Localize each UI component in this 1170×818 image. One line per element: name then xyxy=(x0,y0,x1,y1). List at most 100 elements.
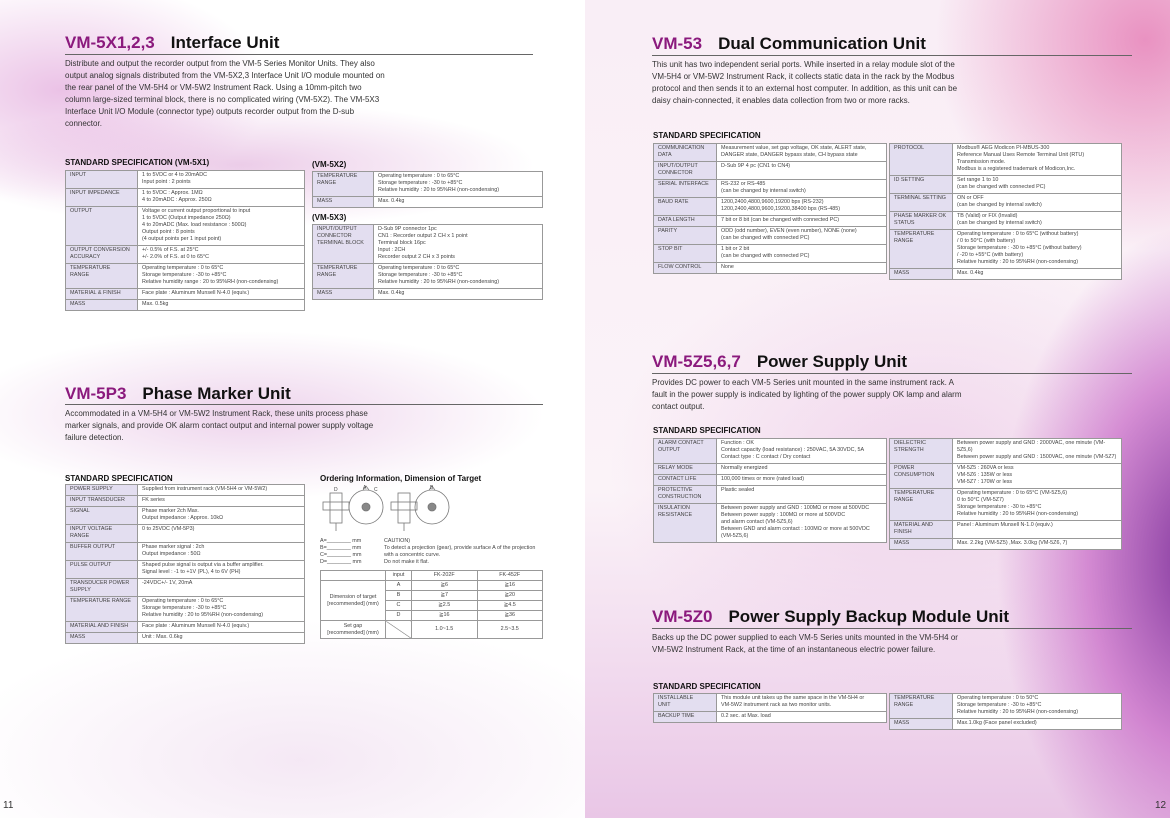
spec-row: MASS Unit : Max. 0.6kg xyxy=(65,632,305,644)
spec-value: Max. 0.4kg xyxy=(373,288,543,300)
spec-label: SIGNAL xyxy=(65,506,138,525)
spec-value: 100,000 times or more (rated load) xyxy=(716,474,887,486)
spec-row: MASS Max. 0.4kg xyxy=(312,288,543,300)
spec-table-vm53-left: COMMUNICATION DATA Measurement value, set… xyxy=(653,143,887,274)
header-cell: FK-452F xyxy=(476,570,543,581)
cell: ≧7 xyxy=(411,590,478,601)
set-gap-label: Set gap [recommended] (mm) xyxy=(320,620,386,639)
cell: ≧16 xyxy=(476,580,543,591)
spec-label: TEMPERATURE RANGE xyxy=(889,488,953,521)
divider xyxy=(652,628,1132,629)
diagonal-cell xyxy=(385,620,412,639)
spec-value: Plastic sealed xyxy=(716,485,887,504)
header-cell: input xyxy=(385,570,412,581)
spec-label: MASS xyxy=(312,196,374,208)
spec-row: INPUT VOLTAGE RANGE 0 to 25VDC (VM-5P3) xyxy=(65,524,305,543)
vm5p3-description: Accommodated in a VM-5H4 or VM-5W2 Instr… xyxy=(65,409,374,442)
spec-value: D-Sub 9P 4 pc (CN1 to CN4) xyxy=(716,161,887,180)
spec-value: +/- 0.5% of F.S. at 25°C +/- 2.0% of F.S… xyxy=(137,245,305,264)
vm5z5-description: Provides DC power to each VM-5 Series un… xyxy=(652,378,962,411)
title-text: Dual Communication Unit xyxy=(718,34,926,53)
cell: ≧20 xyxy=(476,590,543,601)
spec-label: INPUT/OUTPUT CONNECTOR TERMINAL BLOCK xyxy=(312,224,374,264)
spec-row: TEMPERATURE RANGE Operating temperature :… xyxy=(65,596,305,622)
spec-label: TEMPERATURE RANGE xyxy=(889,693,953,719)
spec-row: CONTACT LIFE 100,000 times or more (rated… xyxy=(653,474,887,486)
ordering-header-row: input FK-202F FK-452F xyxy=(320,570,543,581)
spec-label: TEMPERATURE RANGE xyxy=(312,263,374,289)
spec-row: MATERIAL AND FINISH Panel : Aluminum Muns… xyxy=(889,520,1122,539)
spec-row: PROTOCOL Modbus® AEG Modicon PI-MBUS-300 … xyxy=(889,143,1122,176)
spec-value: Normally energized xyxy=(716,463,887,475)
spec-row: PULSE OUTPUT Shaped pulse signal is outpu… xyxy=(65,560,305,579)
vm5p3-title: VM-5P3 Phase Marker Unit xyxy=(65,384,291,404)
caution-note: CAUTION) To detect a projection (gear), … xyxy=(384,538,536,565)
spec-label: INPUT TRANSDUCER xyxy=(65,495,138,507)
cell: D xyxy=(385,610,412,621)
title-text: Power Supply Backup Module Unit xyxy=(728,607,1009,626)
spec-value: 1200,2400,4800,9600,19200 bps (RS-232) 1… xyxy=(716,197,887,216)
spec-value: Phase marker 2ch Max. Output impedance :… xyxy=(137,506,305,525)
spec-row: INSTALLABLE UNIT This module unit takes u… xyxy=(653,693,887,712)
left-page: VM-5X1,2,3 Interface Unit Distribute and … xyxy=(0,0,585,818)
spec-value: Operating temperature : 0 to 65°C Storag… xyxy=(137,596,305,622)
spec-label: ALARM CONTACT OUTPUT xyxy=(653,438,717,464)
spec-label: BACKUP TIME xyxy=(653,711,717,723)
spec-value: Set range 1 to 10 (can be changed with c… xyxy=(952,175,1122,194)
spec-label: MASS xyxy=(312,288,374,300)
spec-row: INPUT/OUTPUT CONNECTOR D-Sub 9P 4 pc (CN1… xyxy=(653,161,887,180)
spec-row: INSULATION RESISTANCE Between power suppl… xyxy=(653,503,887,543)
spec-heading: (VM-5X2) xyxy=(312,160,347,169)
spec-value: Shaped pulse signal is output via a buff… xyxy=(137,560,305,579)
spec-row: ALARM CONTACT OUTPUT Function : OK Contac… xyxy=(653,438,887,464)
spec-row: INPUT 1 to 5VDC or 4 to 20mADC Input poin… xyxy=(65,170,305,189)
spec-value: Modbus® AEG Modicon PI-MBUS-300 Referenc… xyxy=(952,143,1122,176)
spec-table-vm5z5-left: ALARM CONTACT OUTPUT Function : OK Contac… xyxy=(653,438,887,543)
spec-value: TB (Valid) or FIX (Invalid) (can be chan… xyxy=(952,211,1122,230)
spec-row: OUTPUT Voltage or current output proporti… xyxy=(65,206,305,246)
spec-row: BAUD RATE 1200,2400,4800,9600,19200 bps (… xyxy=(653,197,887,216)
spec-row: DATA LENGTH 7 bit or 8 bit (can be change… xyxy=(653,215,887,227)
spec-heading: STANDARD SPECIFICATION xyxy=(653,426,761,435)
spec-value: Face plate : Aluminum Munsell N-4.0 (equ… xyxy=(137,621,305,633)
spec-row: TEMPERATURE RANGE Operating temperature :… xyxy=(889,229,1122,269)
cell: ≧36 xyxy=(476,610,543,621)
spec-row: COMMUNICATION DATA Measurement value, set… xyxy=(653,143,887,162)
spec-value: Unit : Max. 0.6kg xyxy=(137,632,305,644)
spec-label: MASS xyxy=(889,718,953,730)
spec-row: TRANSDUCER POWER SUPPLY -24VDC+/- 1V, 20m… xyxy=(65,578,305,597)
spec-value: 1 to 5VDC : Approx. 1MΩ 4 to 20mADC : Ap… xyxy=(137,188,305,207)
spec-value: 0 to 25VDC (VM-5P3) xyxy=(137,524,305,543)
spec-value: Between power supply and GND : 100MΩ or … xyxy=(716,503,887,543)
spec-label: TEMPERATURE RANGE xyxy=(65,596,138,622)
spec-value: Operating temperature : 0 to 65°C Storag… xyxy=(373,171,543,197)
spec-label: BUFFER OUTPUT xyxy=(65,542,138,561)
page-number: 12 xyxy=(1155,800,1167,811)
title-text: Phase Marker Unit xyxy=(142,384,291,403)
spec-table-vm5x3: INPUT/OUTPUT CONNECTOR TERMINAL BLOCK D-S… xyxy=(312,224,543,300)
spec-row: STOP BIT 1 bit or 2 bit (can be changed w… xyxy=(653,244,887,263)
spec-table-vm5p3: POWER SUPPLY Supplied from instrument rac… xyxy=(65,484,305,644)
cell: A xyxy=(385,580,412,591)
spec-label: POWER CONSUMPTION xyxy=(889,463,953,489)
spec-table-vm5z5-right: DIELECTRIC STRENGTH Between power supply … xyxy=(889,438,1122,550)
spec-row: ID SETTING Set range 1 to 10 (can be chan… xyxy=(889,175,1122,194)
spec-label: PROTECTIVE CONSTRUCTION xyxy=(653,485,717,504)
spec-table-vm53-right: PROTOCOL Modbus® AEG Modicon PI-MBUS-300 … xyxy=(889,143,1122,280)
divider xyxy=(65,404,543,405)
spec-row: PARITY ODD (odd number), EVEN (even numbe… xyxy=(653,226,887,245)
spec-label: TEMPERATURE RANGE xyxy=(312,171,374,197)
spec-value: 7 bit or 8 bit (can be changed with conn… xyxy=(716,215,887,227)
spec-label: MATERIAL AND FINISH xyxy=(65,621,138,633)
spec-value: Panel : Aluminum Munsell N-1.0 (equiv.) xyxy=(952,520,1122,539)
dimension-fields: A=________ mm B=________ mm C=________ m… xyxy=(320,538,362,565)
model-number: VM-5Z5,6,7 xyxy=(652,352,741,371)
spec-row: TERMINAL SETTING ON or OFF (can be change… xyxy=(889,193,1122,212)
spec-label: INPUT/OUTPUT CONNECTOR xyxy=(653,161,717,180)
spec-value: Operating temperature : 0 to 65°C Storag… xyxy=(373,263,543,289)
spec-row: SIGNAL Phase marker 2ch Max. Output imped… xyxy=(65,506,305,525)
spec-row: INPUT IMPEDANCE 1 to 5VDC : Approx. 1MΩ 4… xyxy=(65,188,305,207)
spec-table-vm5x2: TEMPERATURE RANGE Operating temperature :… xyxy=(312,171,543,208)
spec-row: SERIAL INTERFACE RS-232 or RS-485 (can be… xyxy=(653,179,887,198)
spec-label: TRANSDUCER POWER SUPPLY xyxy=(65,578,138,597)
